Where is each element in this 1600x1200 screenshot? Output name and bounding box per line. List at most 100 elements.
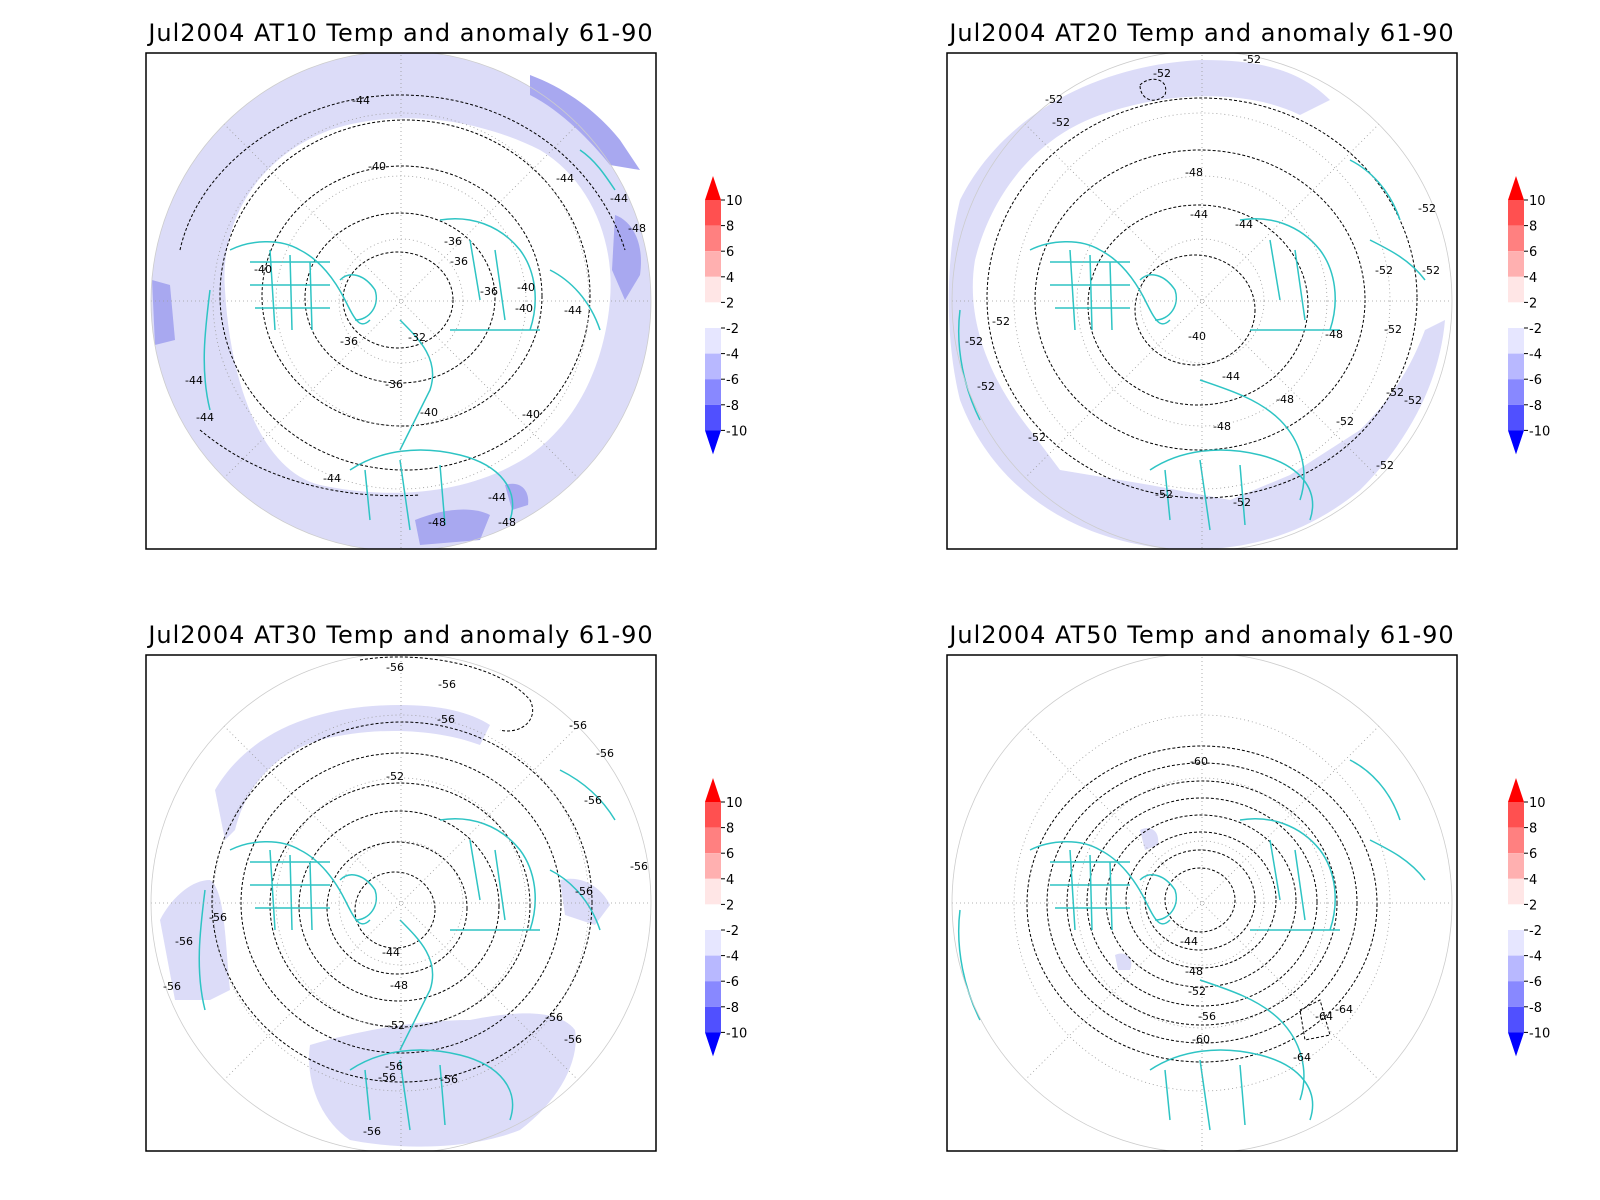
colorbar-swatch: [1508, 379, 1524, 405]
map-area: -44 -40 -36 -36 -32 -36 -40 -44 -44 -44 …: [150, 53, 652, 549]
colorbar-swatch: [705, 200, 721, 226]
colorbar-label: 10: [1529, 796, 1546, 811]
colorbar-label: 6: [1529, 245, 1537, 260]
colorbar-label: -6: [1529, 373, 1542, 388]
colorbar-label: 2: [726, 898, 734, 913]
contour-label: -52: [1045, 93, 1063, 106]
panel-at20: Jul2004 AT20 Temp and anomaly 61-90: [946, 19, 1458, 550]
contour-label: -60: [1190, 755, 1208, 768]
contour-label: -64: [1335, 1003, 1353, 1016]
colorbar-swatch: [1508, 930, 1524, 956]
colorbar-label: -10: [1529, 1026, 1550, 1041]
contour-label: -56: [386, 661, 404, 674]
contour-label: -44: [1180, 935, 1198, 948]
colorbar-label: -6: [1529, 975, 1542, 990]
contour-label: -48: [1325, 328, 1343, 341]
contour-label: -64: [1315, 1010, 1333, 1023]
contour-label: -52: [1052, 116, 1070, 129]
contour-labels: -56 -56 -56 -56 -56 -56 -52 -56 -56 -56 …: [163, 661, 648, 1138]
map-frame: [145, 654, 657, 1152]
contours: [179, 94, 626, 497]
colorbar-label: 4: [726, 271, 734, 286]
coastlines: [957, 759, 1426, 1131]
contours: [211, 656, 593, 1083]
contour-label: -56: [596, 747, 614, 760]
colorbar: 10 8 6 4 2 -2 -4 -6 -8 -10: [1508, 176, 1550, 455]
colorbar-label: -8: [1529, 399, 1542, 414]
anomaly-region: [1115, 953, 1132, 970]
contour-label: -56: [564, 1033, 582, 1046]
colorbar-label: -8: [726, 1001, 739, 1016]
colorbar-swatch: [1508, 404, 1524, 431]
colorbar-label: -4: [726, 950, 739, 965]
map-boundary: [150, 655, 652, 1151]
contour-label: -56: [630, 860, 648, 873]
contour-label: -44: [1235, 218, 1253, 231]
contour-label: -52: [1188, 985, 1206, 998]
colorbar-swatch: [705, 353, 721, 380]
contour-label: -56: [440, 1073, 458, 1086]
contour-label: -52: [977, 380, 995, 393]
colorbar-swatch: [705, 1006, 721, 1033]
colorbar-swatch: [705, 404, 721, 431]
colorbar-label: -10: [726, 1026, 747, 1041]
contour-label: -44: [323, 472, 341, 485]
colorbar-label: -2: [726, 924, 739, 939]
map-disc: [952, 53, 1452, 549]
colorbar-arrow-top: [1508, 778, 1524, 802]
contour-label: -56: [545, 1011, 563, 1024]
contour-label: -44: [564, 304, 582, 317]
colorbar-label: -6: [726, 373, 739, 388]
panel-title: Jul2004 AT20 Temp and anomaly 61-90: [947, 19, 1454, 47]
colorbar: 10 8 6 4 2 -2 -4 -6 -8 -10: [705, 176, 747, 455]
panel-at30: Jul2004 AT30 Temp and anomaly 61-90: [145, 621, 657, 1152]
contour-labels: -44 -40 -36 -36 -32 -36 -40 -44 -44 -44 …: [185, 94, 646, 529]
contour-label: -52: [1418, 202, 1436, 215]
contour-label: -48: [1213, 420, 1231, 433]
contour-label: -44: [1190, 208, 1208, 221]
colorbar: 10 8 6 4 2 -2 -4 -6 -8 -10: [705, 778, 747, 1057]
contour-label: -40: [515, 302, 533, 315]
colorbar-label: -8: [726, 399, 739, 414]
contour-label: -52: [387, 1019, 405, 1032]
colorbar-swatch: [1508, 904, 1524, 930]
colorbar-swatch: [705, 379, 721, 405]
colorbar-swatch: [1508, 225, 1524, 252]
colorbar-label: 8: [1529, 220, 1537, 235]
contour-label: -52: [1233, 496, 1251, 509]
contour-label: -48: [390, 979, 408, 992]
colorbar-arrow-top: [705, 778, 721, 802]
contour-label: -56: [1198, 1010, 1216, 1023]
colorbar-swatch: [1508, 1006, 1524, 1033]
anomaly-region: [415, 509, 490, 545]
contour-label: -52: [965, 335, 983, 348]
contour-label: -40: [522, 408, 540, 421]
contour-label: -48: [628, 222, 646, 235]
colorbar-label: 6: [1529, 847, 1537, 862]
colorbar-label: 2: [1529, 898, 1537, 913]
contour-label: -40: [420, 406, 438, 419]
graticule: [952, 53, 1452, 549]
colorbar-label: 4: [1529, 873, 1537, 888]
colorbar-label: -10: [726, 424, 747, 439]
contour-label: -52: [1384, 323, 1402, 336]
contour-label: -52: [1155, 488, 1173, 501]
colorbar-swatch: [705, 827, 721, 854]
colorbar-swatch: [1508, 328, 1524, 354]
contour-label: -56: [438, 678, 456, 691]
graticule: [151, 655, 651, 1151]
coastlines: [957, 159, 1426, 531]
panel-at50: Jul2004 AT50 Temp and anomaly 61-90: [946, 621, 1458, 1152]
colorbar-label: -2: [1529, 322, 1542, 337]
colorbar-label: -8: [1529, 1001, 1542, 1016]
contour-label: -44: [488, 491, 506, 504]
anomaly-region: [309, 1013, 576, 1147]
map-frame: [946, 52, 1458, 550]
contour-label: -56: [569, 719, 587, 732]
anomaly-region: [612, 215, 641, 300]
graticule: [952, 655, 1452, 1151]
contour-label: -36: [340, 335, 358, 348]
map-boundary: [150, 53, 652, 549]
contour-label: -52: [992, 315, 1010, 328]
